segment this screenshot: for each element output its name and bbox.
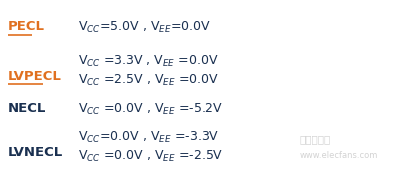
Text: V$_{CC}$=0.0V , V$_{EE}$ =-3.3V: V$_{CC}$=0.0V , V$_{EE}$ =-3.3V <box>78 129 219 145</box>
Text: LVPECL: LVPECL <box>8 70 62 83</box>
Text: V$_{CC}$ =0.0V , V$_{EE}$ =-5.2V: V$_{CC}$ =0.0V , V$_{EE}$ =-5.2V <box>78 101 223 117</box>
Text: www.elecfans.com: www.elecfans.com <box>300 152 378 160</box>
Text: NECL: NECL <box>8 102 47 115</box>
Text: V$_{CC}$ =0.0V , V$_{EE}$ =-2.5V: V$_{CC}$ =0.0V , V$_{EE}$ =-2.5V <box>78 148 224 163</box>
Text: V$_{CC}$ =2.5V , V$_{EE}$ =0.0V: V$_{CC}$ =2.5V , V$_{EE}$ =0.0V <box>78 72 219 88</box>
Text: 电子发烧友: 电子发烧友 <box>300 134 331 144</box>
Text: PECL: PECL <box>8 20 45 33</box>
Text: V$_{CC}$ =3.3V , V$_{EE}$ =0.0V: V$_{CC}$ =3.3V , V$_{EE}$ =0.0V <box>78 53 219 69</box>
Text: V$_{CC}$=5.0V , V$_{EE}$=0.0V: V$_{CC}$=5.0V , V$_{EE}$=0.0V <box>78 19 211 35</box>
Text: LVNECL: LVNECL <box>8 146 63 159</box>
